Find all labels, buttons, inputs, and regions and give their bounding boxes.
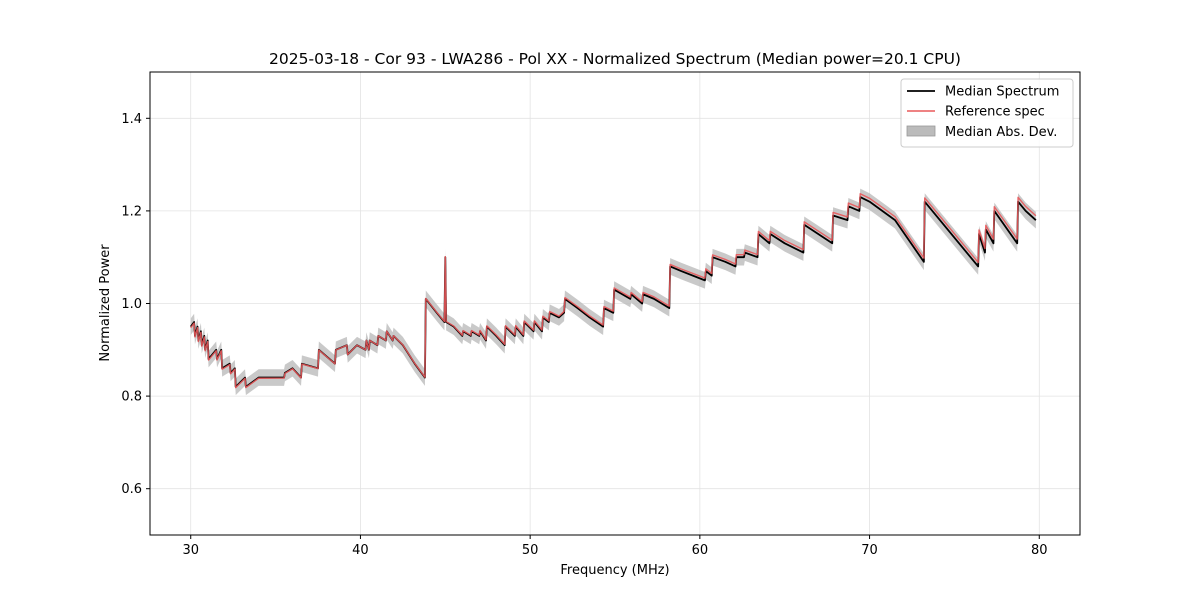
- y-tick-label: 0.6: [121, 482, 142, 497]
- y-tick-label: 1.4: [121, 112, 142, 127]
- reference-spectrum-line: [190, 193, 1037, 389]
- y-tick-label: 1.0: [121, 297, 142, 312]
- x-tick-label: 30: [182, 543, 199, 558]
- y-axis-ticks: 0.6 0.8 1.0 1.2 1.4: [121, 112, 150, 497]
- y-tick-label: 1.2: [121, 204, 142, 219]
- y-tick-label: 0.8: [121, 390, 142, 405]
- legend: Median Spectrum Reference spec Median Ab…: [900, 78, 1074, 148]
- series-layer: [190, 193, 1037, 389]
- x-tick-label: 40: [352, 543, 369, 558]
- legend-mad-label: Median Abs. Dev.: [945, 125, 1057, 140]
- x-tick-label: 80: [1031, 543, 1048, 558]
- x-tick-label: 60: [692, 543, 709, 558]
- chart-title: 2025-03-18 - Cor 93 - LWA286 - Pol XX - …: [269, 50, 961, 68]
- y-axis-label: Normalized Power: [98, 244, 113, 362]
- x-axis-ticks: 30 40 50 60 70 80: [182, 535, 1048, 558]
- x-tick-label: 70: [861, 543, 878, 558]
- legend-mad-swatch: [906, 125, 936, 137]
- legend-reference-label: Reference spec: [945, 105, 1045, 120]
- legend-median-label: Median Spectrum: [945, 85, 1059, 100]
- legend-box: [900, 78, 1074, 148]
- x-axis-label: Frequency (MHz): [560, 563, 669, 578]
- x-tick-label: 50: [522, 543, 539, 558]
